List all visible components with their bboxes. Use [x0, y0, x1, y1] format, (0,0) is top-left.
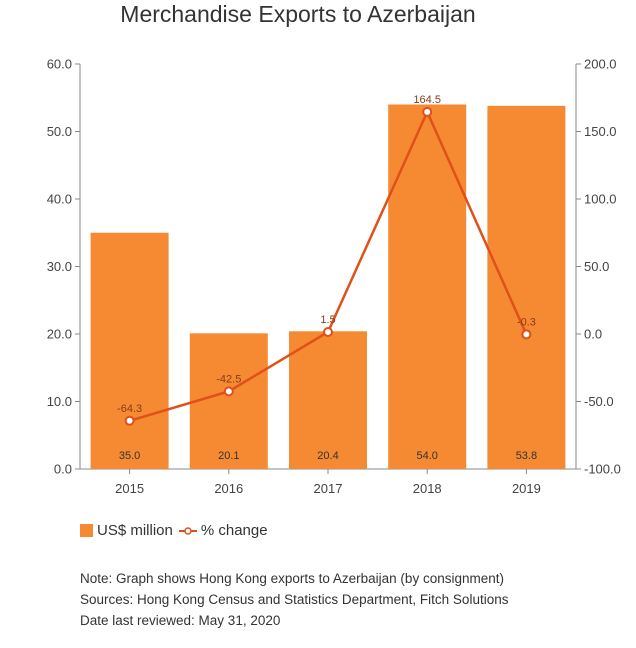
legend: US$ million % change	[80, 522, 274, 539]
x-tick-label: 2019	[512, 481, 541, 496]
bar	[189, 333, 268, 469]
bar-value-label: 53.8	[516, 450, 537, 462]
pct-change-label: -42.5	[216, 373, 241, 385]
chart: Merchandise Exports to Azerbaijan 0.0 10.…	[47, 1, 621, 497]
pct-change-label: -64.3	[117, 403, 142, 415]
pct-change-point	[521, 329, 532, 340]
left-tick-label: 60.0	[47, 57, 72, 72]
legend-bar-swatch	[80, 524, 93, 537]
pct-change-point	[124, 415, 135, 426]
right-tick-label: 200.0	[584, 57, 617, 72]
x-tick-label: 2016	[214, 481, 243, 496]
bar-value-label: 20.4	[317, 450, 338, 462]
right-tick-label: 0.0	[584, 327, 602, 342]
left-tick-label: 20.0	[47, 327, 72, 342]
left-tick-label: 50.0	[47, 124, 72, 139]
right-tick-label: -50.0	[584, 394, 614, 409]
legend-item-line[interactable]: % change	[178, 522, 268, 539]
x-tick-label: 2015	[115, 481, 144, 496]
bar	[289, 331, 367, 469]
bar	[487, 105, 566, 469]
legend-bar-label: US$ million	[97, 522, 173, 539]
bar	[90, 232, 169, 469]
x-tick-label: 2018	[413, 481, 442, 496]
pct-change-label: 1.5	[320, 314, 335, 326]
legend-line-swatch	[178, 526, 197, 535]
legend-item-bars[interactable]: US$ million	[80, 522, 173, 539]
chart-title: Merchandise Exports to Azerbaijan	[120, 1, 475, 27]
legend-line-label: % change	[200, 522, 268, 539]
left-tick-label: 30.0	[47, 259, 72, 274]
pct-change-label: 164.5	[413, 94, 441, 106]
right-tick-label: 150.0	[584, 124, 617, 139]
bar	[388, 104, 467, 469]
left-tick-label: 40.0	[47, 192, 72, 207]
bar-value-label: 54.0	[416, 450, 437, 462]
right-tick-label: -100.0	[584, 462, 621, 477]
pct-change-line-group: -64.3 -42.5 1.5 164.5 -0.3	[117, 94, 536, 426]
left-tick-label: 0.0	[54, 462, 72, 477]
pct-change-point	[323, 326, 333, 337]
bar-value-label: 35.0	[119, 450, 140, 462]
bar-value-label: 20.1	[218, 450, 239, 462]
x-tick-label: 2017	[314, 481, 343, 496]
notes: Note: Graph shows Hong Kong exports to A…	[80, 568, 508, 631]
pct-change-point	[422, 106, 433, 117]
axes: 0.0 10.0 20.0 30.0 40.0 50.0 60.0 -100.0 -50.0 0.…	[47, 57, 621, 497]
left-tick-label: 10.0	[47, 394, 72, 409]
note-line: Note: Graph shows Hong Kong exports to A…	[80, 571, 504, 586]
right-tick-label: 50.0	[584, 259, 609, 274]
pct-change-point	[223, 386, 234, 397]
right-tick-label: 100.0	[584, 192, 617, 207]
sources-line: Sources: Hong Kong Census and Statistics…	[80, 592, 509, 607]
bars: 35.0 20.1 20.4 54.0 53.8	[90, 104, 566, 469]
date-reviewed-line: Date last reviewed: May 31, 2020	[80, 613, 281, 628]
pct-change-label: -0.3	[517, 316, 536, 328]
